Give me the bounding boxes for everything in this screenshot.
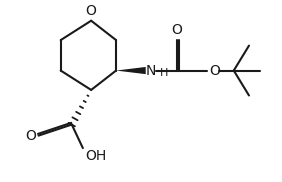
Text: N: N [146, 64, 156, 78]
Text: H: H [160, 68, 168, 78]
Polygon shape [116, 67, 146, 74]
Text: OH: OH [85, 149, 106, 163]
Text: O: O [25, 129, 36, 143]
Text: O: O [209, 64, 220, 78]
Text: O: O [171, 23, 182, 37]
Text: O: O [86, 5, 97, 19]
